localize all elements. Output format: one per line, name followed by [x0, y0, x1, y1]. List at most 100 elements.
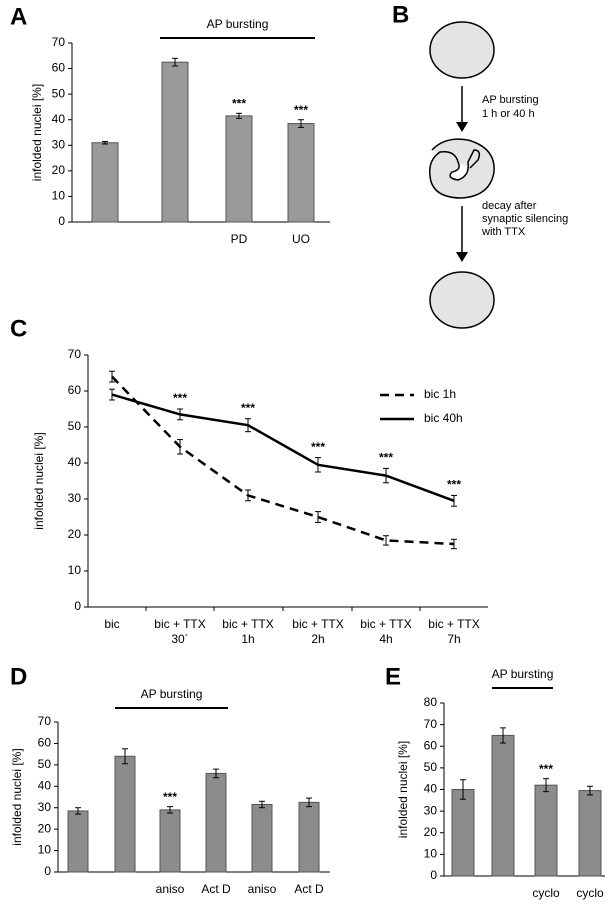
y-tick-label: 20 [38, 821, 52, 835]
panel-letter: D [10, 663, 27, 690]
legend-label: bic 40h [424, 411, 463, 425]
bar [578, 790, 602, 877]
y-tick-label: 0 [430, 868, 437, 882]
bar [67, 810, 89, 873]
y-tick-label: 30 [38, 800, 52, 814]
x-tick-label: bic + TTX [428, 617, 479, 631]
bar [491, 734, 515, 877]
y-tick-label: 70 [38, 714, 52, 728]
panel-letter: B [392, 1, 409, 28]
bar [205, 772, 227, 873]
x-tick-label: 4h [379, 632, 392, 646]
arrowhead [456, 122, 468, 132]
y-tick-label: 30 [68, 491, 82, 505]
x-tick-label: aniso [156, 882, 185, 896]
y-tick-label: 40 [52, 112, 66, 126]
nucleus [429, 271, 495, 329]
y-tick-label: 50 [68, 419, 82, 433]
y-tick-label: 60 [424, 738, 438, 752]
significance: *** [311, 440, 325, 454]
y-axis-label: infolded nuclei [%] [30, 84, 44, 181]
x-tick-label: 1h [241, 632, 254, 646]
y-tick-label: 50 [38, 757, 52, 771]
x-tick-label: aniso [248, 882, 277, 896]
infolded-nucleus [428, 138, 495, 199]
bar [451, 789, 475, 877]
step-label: decay after [482, 200, 537, 212]
line [111, 393, 455, 502]
bar [159, 809, 181, 873]
y-tick-label: 20 [68, 527, 82, 541]
x-tick-label: 7h [447, 632, 460, 646]
y-tick-label: 10 [38, 843, 52, 857]
y-tick-label: 0 [74, 599, 81, 613]
y-tick-label: 10 [52, 189, 66, 203]
significance: *** [173, 391, 187, 405]
x-tick-label: Act D [201, 882, 231, 896]
x-tick-label: cyclo [576, 886, 604, 900]
y-tick-label: 0 [58, 214, 65, 228]
arrowhead [456, 252, 468, 262]
y-axis-label: infolded nuclei [%] [32, 432, 46, 529]
x-tick-label: bic + TTX [360, 617, 411, 631]
y-tick-label: 10 [424, 847, 438, 861]
y-axis-label: infolded nuclei [%] [396, 741, 410, 838]
step-label: synaptic silencing [482, 213, 568, 225]
x-tick-label: PD [231, 232, 248, 246]
significance: *** [539, 762, 553, 776]
step-label: AP bursting [482, 94, 539, 106]
x-tick-label: bic + TTX [222, 617, 273, 631]
y-tick-label: 10 [68, 563, 82, 577]
y-tick-label: 80 [424, 695, 438, 709]
nucleus [429, 21, 495, 79]
panel-letter: C [10, 315, 27, 342]
x-tick-label: 30´ [171, 632, 188, 646]
y-tick-label: 60 [52, 61, 66, 75]
y-tick-label: 70 [52, 35, 66, 49]
y-tick-label: 40 [424, 782, 438, 796]
bar [161, 61, 189, 223]
y-tick-label: 30 [424, 803, 438, 817]
significance: *** [447, 478, 461, 492]
step-label: with TTX [481, 226, 526, 238]
y-tick-label: 0 [44, 864, 51, 878]
bar [91, 142, 119, 223]
x-tick-label: bic + TTX [154, 617, 205, 631]
y-tick-label: 60 [68, 383, 82, 397]
y-tick-label: 30 [52, 137, 66, 151]
step-label: 1 h or 40 h [482, 108, 535, 120]
y-tick-label: 70 [424, 717, 438, 731]
bracket-label: AP bursting [207, 17, 269, 31]
legend-label: bic 1h [424, 387, 456, 401]
x-tick-label: bic + TTX [292, 617, 343, 631]
y-tick-label: 70 [68, 347, 82, 361]
y-tick-label: 50 [424, 760, 438, 774]
bar [114, 755, 136, 873]
y-tick-label: 40 [38, 778, 52, 792]
y-tick-label: 50 [52, 86, 66, 100]
y-tick-label: 20 [52, 163, 66, 177]
significance: *** [232, 96, 246, 110]
y-axis-label: infolded nuclei [%] [10, 748, 24, 845]
significance: *** [163, 790, 177, 804]
significance: *** [294, 103, 308, 117]
significance: *** [241, 401, 255, 415]
bracket-label: AP bursting [141, 687, 203, 701]
bar [251, 804, 273, 873]
bar [287, 123, 315, 223]
x-tick-label: bic [104, 617, 119, 631]
bar [298, 801, 320, 873]
bar [225, 115, 253, 223]
x-tick-label: 2h [311, 632, 324, 646]
y-tick-label: 60 [38, 736, 52, 750]
y-tick-label: 20 [424, 825, 438, 839]
bracket-label: AP bursting [492, 667, 554, 681]
x-tick-label: cyclo [532, 886, 560, 900]
x-tick-label: Act D [294, 882, 324, 896]
panel-letter: E [385, 663, 401, 690]
x-tick-label: UO [292, 232, 310, 246]
significance: *** [379, 451, 393, 465]
panel-letter: A [10, 3, 27, 30]
line [111, 375, 455, 546]
